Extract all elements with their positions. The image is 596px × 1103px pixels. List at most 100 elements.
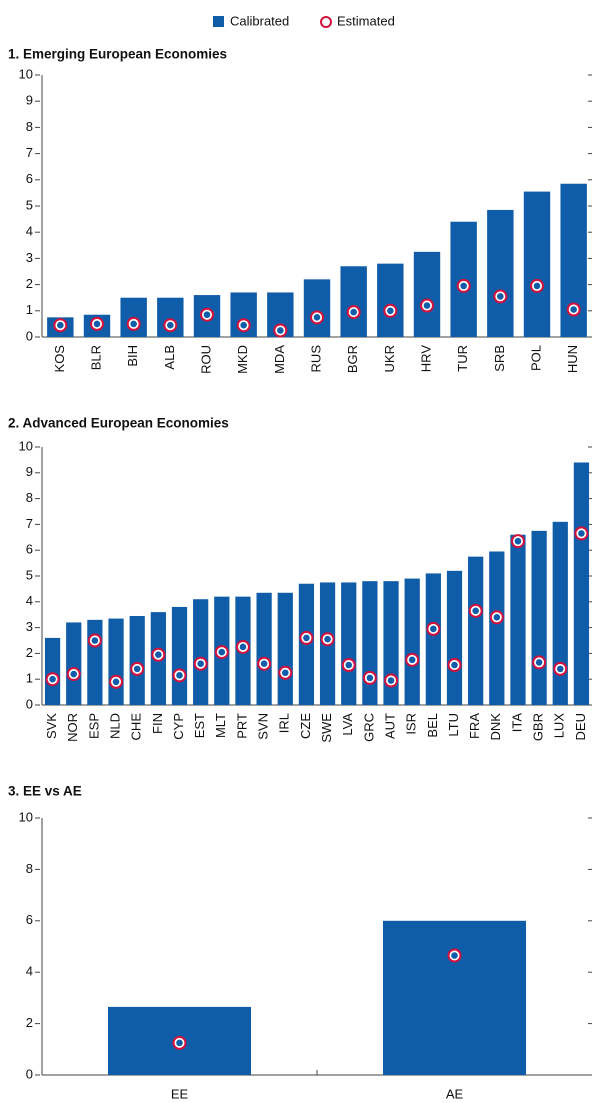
y-tick-label: 10 xyxy=(19,438,33,453)
x-tick-label: BGR xyxy=(345,345,360,373)
bar xyxy=(303,279,331,337)
estimate-marker-core xyxy=(70,670,78,678)
x-tick-label: LVA xyxy=(340,713,355,736)
x-tick-label: TUR xyxy=(455,345,470,372)
y-tick-label: 9 xyxy=(26,464,33,479)
y-tick-label: 4 xyxy=(26,224,33,239)
estimate-marker-core xyxy=(387,307,394,315)
x-tick-label: ALB xyxy=(162,345,177,370)
bar xyxy=(341,582,357,705)
x-tick-label: HRV xyxy=(418,345,433,373)
x-tick-label: ISR xyxy=(404,713,419,735)
x-tick-label: EST xyxy=(192,713,207,738)
estimate-marker-core xyxy=(366,674,374,682)
y-tick-label: 10 xyxy=(19,809,33,824)
y-tick-label: 1 xyxy=(26,671,33,686)
bar xyxy=(108,618,124,705)
y-tick-label: 8 xyxy=(26,490,33,505)
bar xyxy=(425,573,441,705)
estimate-marker-core xyxy=(57,321,64,329)
estimate-marker-core xyxy=(570,306,577,313)
estimate-marker-core xyxy=(239,643,247,651)
estimate-marker-core xyxy=(93,320,101,328)
y-tick-label: 8 xyxy=(26,119,33,134)
x-tick-label: BLR xyxy=(88,345,103,370)
estimate-marker-core xyxy=(472,607,479,615)
y-tick-label: 0 xyxy=(26,696,33,711)
y-tick-label: 6 xyxy=(26,171,33,186)
x-tick-label: UKR xyxy=(382,345,397,372)
y-tick-label: 7 xyxy=(26,145,33,160)
y-tick-label: 2 xyxy=(26,1015,33,1030)
estimate-marker-core xyxy=(430,625,437,633)
bar xyxy=(277,592,293,705)
bar xyxy=(383,581,399,705)
bar xyxy=(256,592,272,705)
estimate-marker-core xyxy=(176,1039,183,1047)
bar xyxy=(510,534,526,705)
estimate-marker-core xyxy=(260,660,268,668)
estimate-marker-core xyxy=(313,314,321,321)
estimate-marker-core xyxy=(49,675,56,683)
x-tick-label: CYP xyxy=(171,713,186,740)
x-tick-label: GRC xyxy=(361,713,376,742)
x-tick-label: LUX xyxy=(552,713,567,739)
bar xyxy=(383,920,526,1075)
x-tick-label: GBR xyxy=(531,713,546,741)
y-tick-label: 2 xyxy=(26,276,33,291)
bar xyxy=(523,191,551,337)
legend-swatch xyxy=(213,16,224,27)
y-tick-label: 2 xyxy=(26,645,33,660)
x-tick-label: NLD xyxy=(107,713,122,739)
x-tick-label: LTU xyxy=(446,713,461,737)
y-tick-label: 3 xyxy=(26,619,33,634)
x-tick-label: SWE xyxy=(319,713,334,743)
y-tick-label: 3 xyxy=(26,250,33,265)
estimate-marker-core xyxy=(408,656,416,664)
estimate-marker-core xyxy=(387,677,395,684)
estimate-marker-core xyxy=(493,613,501,621)
x-tick-label: SVN xyxy=(256,713,271,740)
x-tick-label: MLT xyxy=(213,713,228,738)
y-tick-label: 4 xyxy=(26,593,33,608)
legend-marker xyxy=(320,16,332,28)
y-tick-label: 6 xyxy=(26,542,33,557)
y-tick-label: 8 xyxy=(26,861,33,876)
x-tick-label: MKD xyxy=(235,345,250,374)
x-tick-label: PRT xyxy=(234,713,249,739)
x-tick-label: FRA xyxy=(467,713,482,739)
x-tick-label: AE xyxy=(446,1086,464,1101)
panel-title: 2. Advanced European Economies xyxy=(8,416,229,431)
estimate-marker-core xyxy=(91,637,99,644)
bar xyxy=(446,570,463,705)
bar xyxy=(413,251,441,337)
bar xyxy=(377,263,404,337)
estimate-marker-core xyxy=(578,530,585,537)
bar xyxy=(404,578,420,705)
estimate-marker-core xyxy=(176,672,183,679)
panel-title: 1. Emerging European Economies xyxy=(8,47,227,62)
estimate-marker-core xyxy=(497,293,504,300)
estimate-marker-core xyxy=(133,665,141,673)
bar xyxy=(531,530,547,705)
estimate-marker-core xyxy=(167,321,174,329)
y-tick-label: 5 xyxy=(26,197,33,212)
estimate-marker-core xyxy=(514,537,522,545)
bar xyxy=(489,551,505,705)
x-tick-label: EE xyxy=(171,1086,189,1101)
x-tick-label: CHE xyxy=(129,713,144,741)
x-tick-label: ESP xyxy=(86,713,101,739)
estimate-marker-core xyxy=(451,661,458,669)
bar xyxy=(87,619,103,705)
y-tick-label: 1 xyxy=(26,302,33,317)
bar xyxy=(171,606,188,705)
estimate-marker-core xyxy=(281,669,289,677)
bar xyxy=(487,209,514,337)
estimate-marker-core xyxy=(197,660,204,668)
x-tick-label: POL xyxy=(528,345,543,371)
y-tick-label: 0 xyxy=(26,328,33,343)
bar xyxy=(468,556,484,705)
x-tick-label: IRL xyxy=(277,713,292,733)
estimate-marker-core xyxy=(345,661,353,669)
